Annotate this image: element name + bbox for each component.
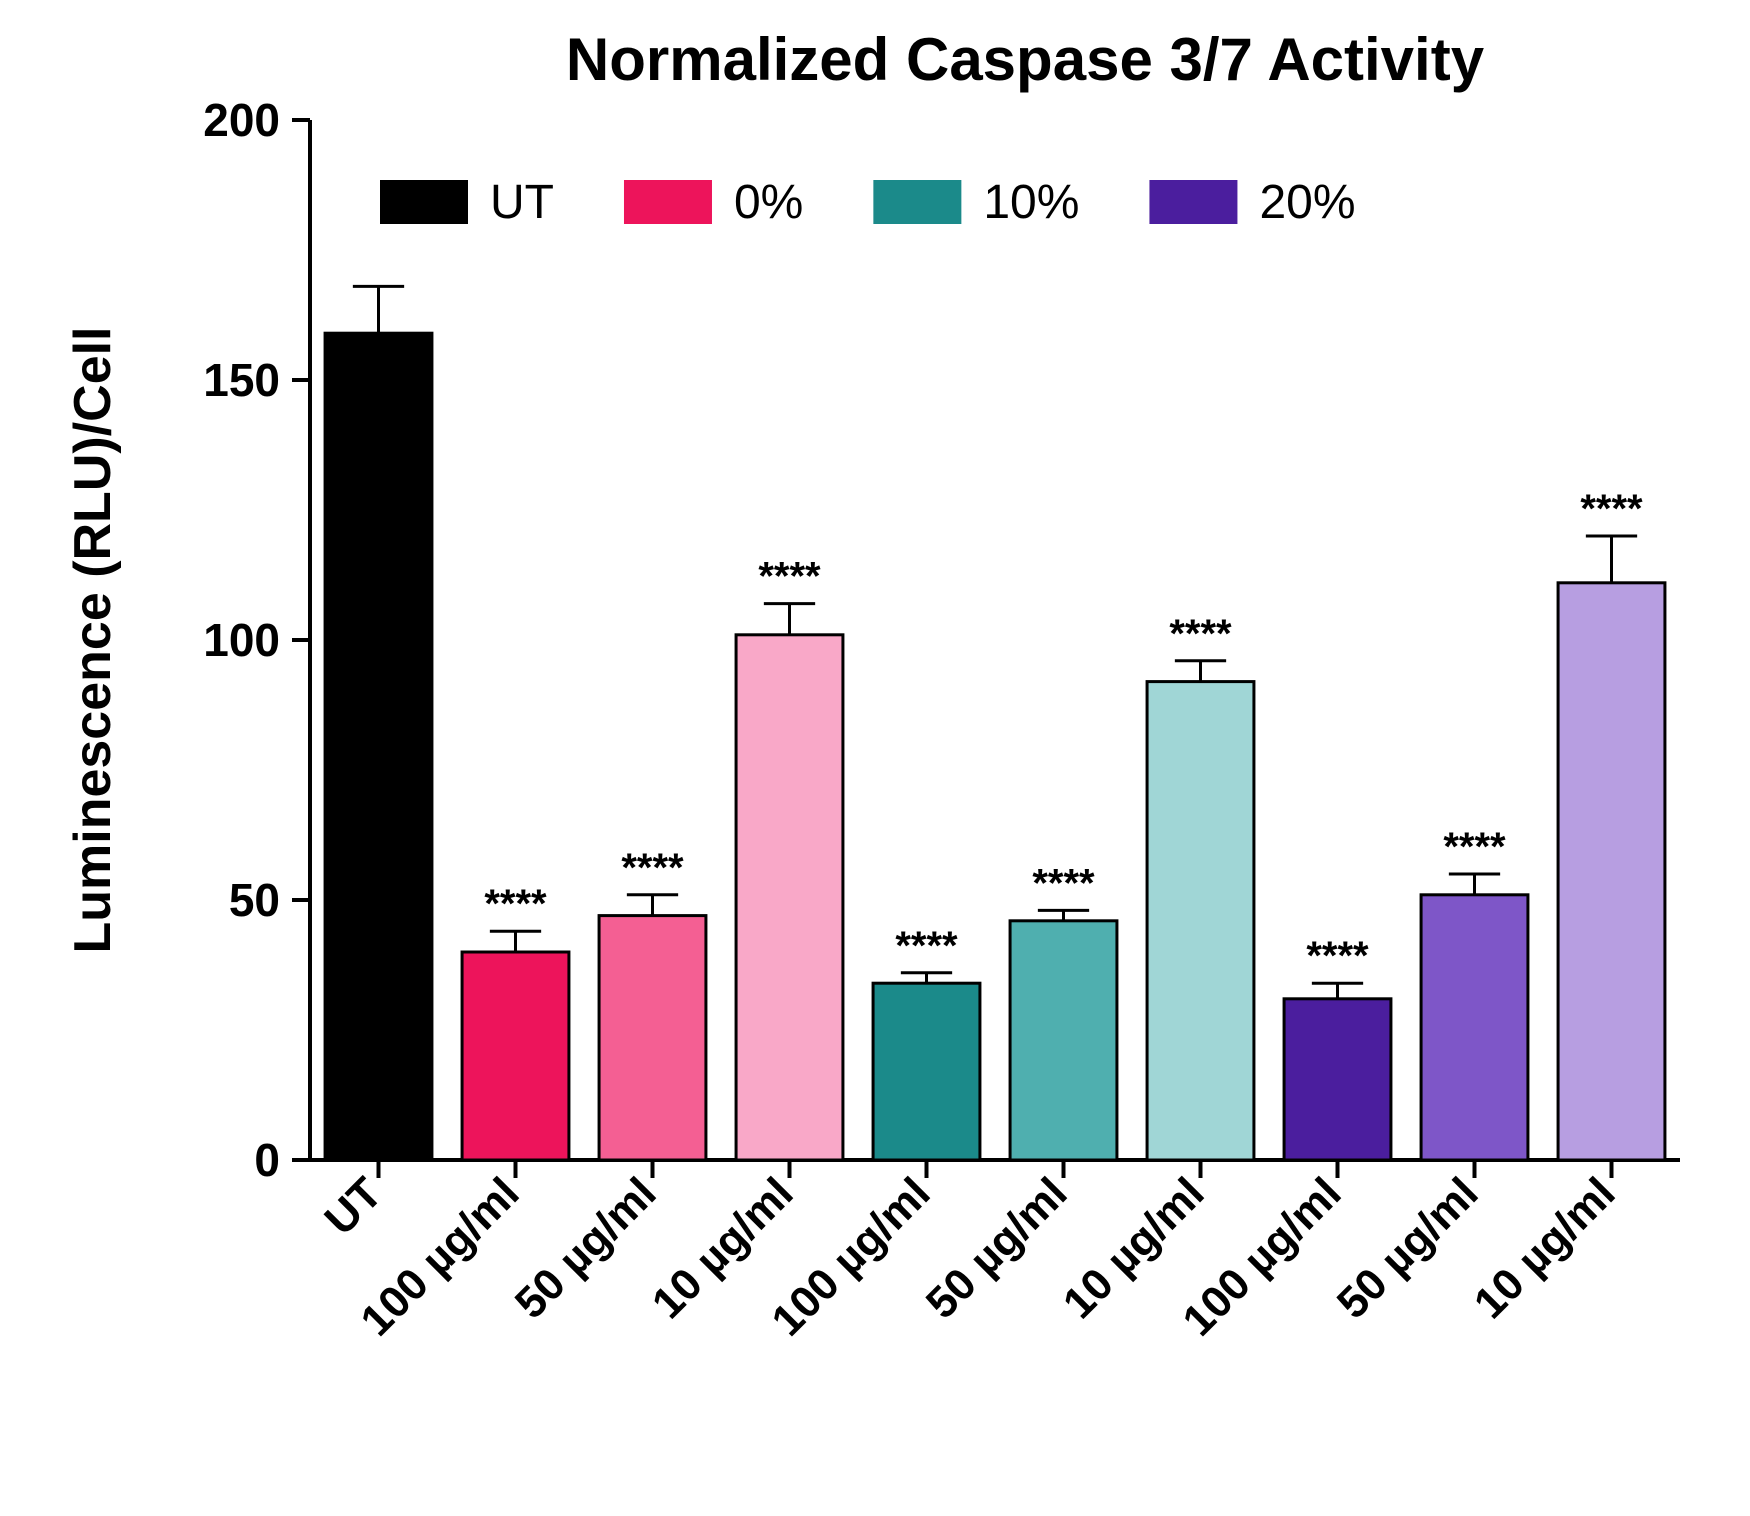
significance-marker: **** — [1580, 487, 1643, 531]
significance-marker: **** — [1443, 825, 1506, 869]
bar — [1147, 682, 1254, 1160]
significance-marker: **** — [1032, 861, 1095, 905]
significance-marker: **** — [758, 555, 821, 599]
legend-label: 10% — [983, 176, 1079, 229]
legend-swatch — [873, 180, 961, 224]
x-tick-label: 50 µg/ml — [917, 1168, 1077, 1328]
bar — [462, 952, 569, 1160]
y-tick-label: 150 — [203, 354, 280, 406]
legend-label: 0% — [734, 176, 803, 229]
y-tick-label: 0 — [254, 1134, 280, 1186]
bar — [325, 333, 432, 1160]
significance-marker: **** — [895, 924, 958, 968]
significance-marker: **** — [621, 846, 684, 890]
legend-swatch — [624, 180, 712, 224]
chart-svg: Normalized Caspase 3/7 Activity 0 50 100 150… — [0, 0, 1750, 1516]
legend-label: 20% — [1259, 176, 1355, 229]
bar — [599, 916, 706, 1160]
y-axis-label: Luminescence (RLU)/Cell — [64, 326, 122, 953]
x-tick-label: 50 µg/ml — [506, 1168, 666, 1328]
legend-swatch — [380, 180, 468, 224]
bar — [1421, 895, 1528, 1160]
significance-marker: **** — [1306, 934, 1369, 978]
x-tick-label: 50 µg/ml — [1328, 1168, 1488, 1328]
y-tick-label: 50 — [229, 874, 280, 926]
y-tick-label: 100 — [203, 614, 280, 666]
legend-swatch — [1149, 180, 1237, 224]
x-tick-label: UT — [315, 1168, 391, 1244]
significance-marker: **** — [484, 882, 547, 926]
bar — [736, 635, 843, 1160]
bar — [1284, 999, 1391, 1160]
legend-label: UT — [490, 176, 554, 229]
bar — [873, 983, 980, 1160]
x-tick-label: 10 µg/ml — [1465, 1168, 1625, 1328]
significance-marker: **** — [1169, 612, 1232, 656]
chart-title: Normalized Caspase 3/7 Activity — [566, 26, 1485, 93]
legend: UT 0% 10% 20% — [380, 176, 1356, 229]
bar — [1010, 921, 1117, 1160]
chart-container: Normalized Caspase 3/7 Activity 0 50 100 150… — [0, 0, 1750, 1516]
bar — [1558, 583, 1665, 1160]
y-tick-label: 200 — [203, 94, 280, 146]
